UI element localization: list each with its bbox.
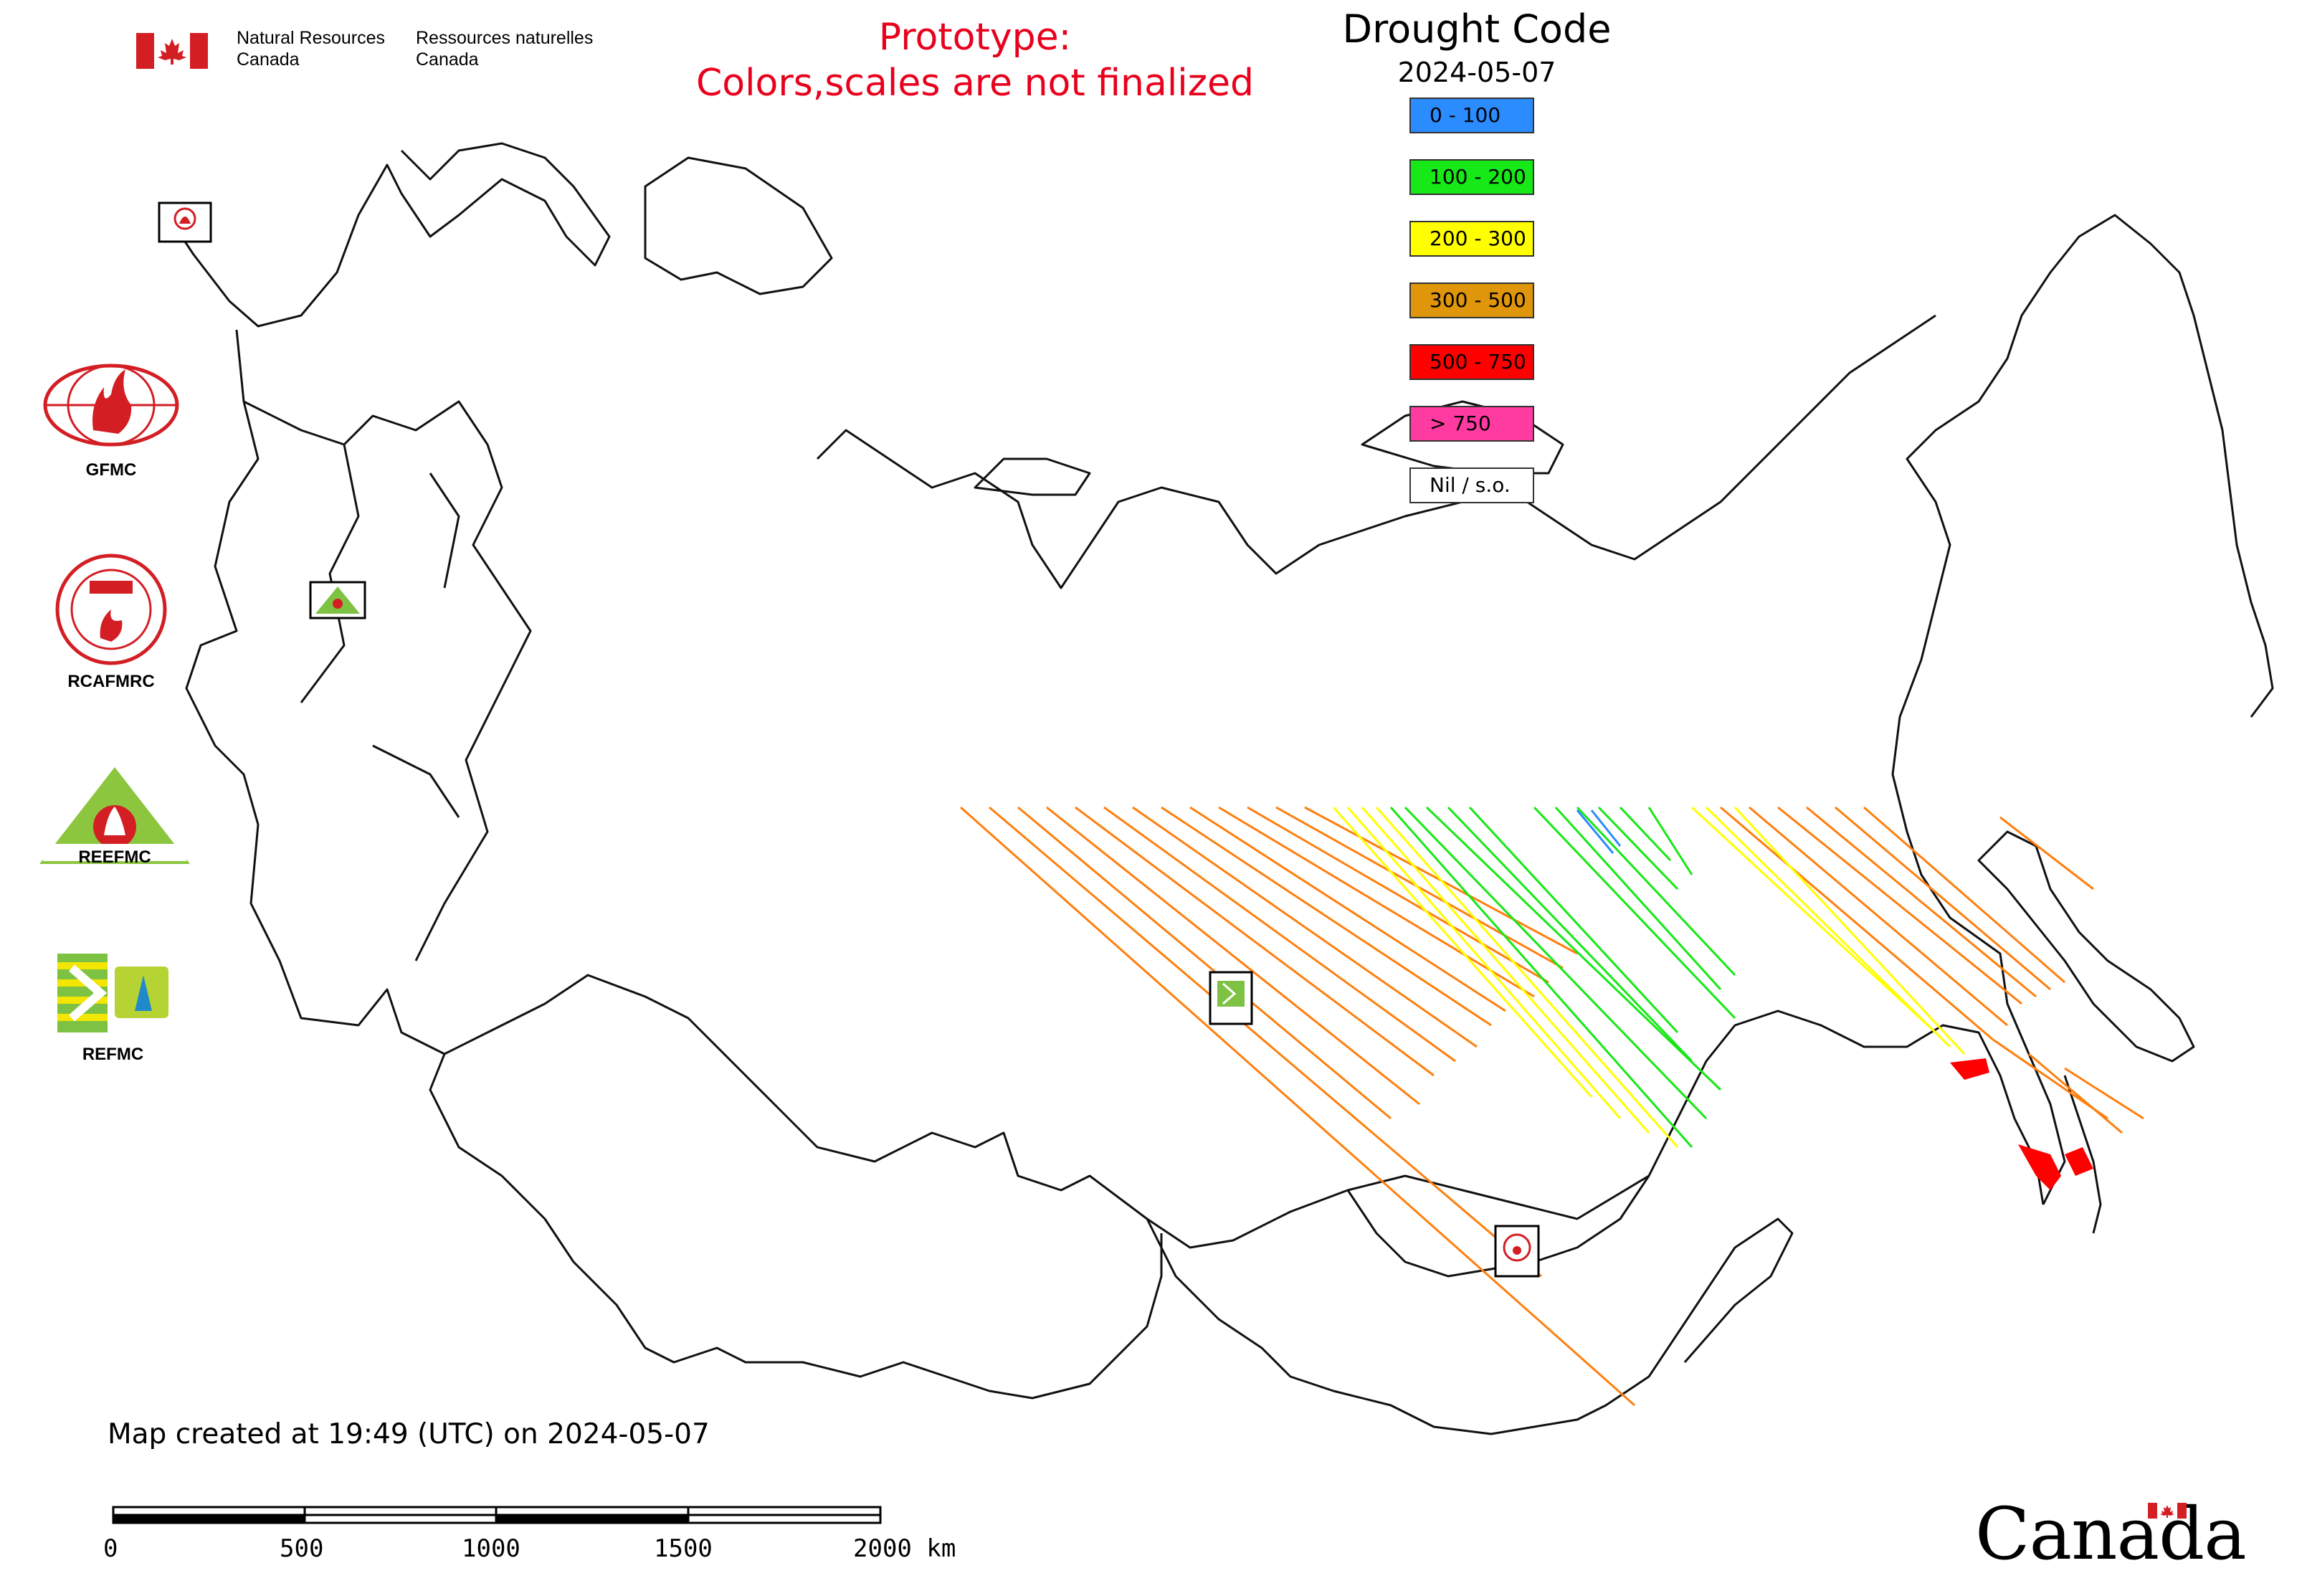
nrcan-signature: Natural Resources Canada Ressources natu…: [136, 27, 624, 77]
canada-flag-icon: [136, 33, 208, 69]
hotspot-3: [2065, 1147, 2093, 1176]
legend-item-500-750: 500 - 750: [1409, 344, 1534, 380]
rcafmrc-label: RCAFMRC: [67, 672, 155, 691]
kazakhstan-outline: [429, 1053, 1163, 1400]
rcafmrc-logo: RCAFMRC: [43, 552, 179, 692]
scandinavia-outline: [171, 142, 611, 328]
legend-item-100-200: 100 - 200: [1409, 159, 1534, 195]
hotspot-2: [2018, 1144, 2061, 1190]
reefmc-emblem-icon: [39, 767, 190, 864]
country-borders: [171, 142, 2274, 1435]
scale-bar: 0 500 1000 1500 2000 km: [103, 1502, 975, 1574]
scale-label-500: 500: [280, 1534, 324, 1563]
map-timestamp: Map created at 19:49 (UTC) on 2024-05-07: [108, 1418, 710, 1450]
refmc-logo: REFMC: [50, 946, 176, 1065]
legend-item-nil: Nil / s.o.: [1409, 467, 1534, 503]
novaya-zemlya: [974, 457, 1091, 496]
refmc-marker: [1209, 971, 1253, 1025]
reefmc-marker: [309, 581, 366, 619]
streak-yellow: [1332, 806, 1966, 1148]
far-east-coast: [1891, 214, 2274, 1205]
legend-item-over-750: > 750: [1409, 406, 1534, 442]
refmc-emblem-icon: [57, 954, 168, 1032]
mongolia-outline: [1346, 1175, 1650, 1278]
scale-label-1000: 1000: [462, 1534, 520, 1563]
org-name-fr: Ressources naturelles Canada: [416, 28, 594, 70]
center-markers: [158, 201, 1540, 1278]
gfmc-emblem-icon: [43, 364, 179, 447]
reefmc-label: REEFMC: [78, 847, 151, 867]
gfmc-marker: [158, 201, 212, 243]
legend-title: Drought Code: [1342, 6, 1612, 52]
rcafmrc-emblem-icon: [55, 554, 167, 665]
refmc-label: REFMC: [82, 1045, 144, 1064]
arctic-coast: [816, 314, 1936, 589]
legend-item-200-300: 200 - 300: [1409, 221, 1534, 257]
reefmc-logo: REEFMC: [36, 764, 194, 868]
legend-date: 2024-05-07: [1397, 57, 1556, 88]
kazakhstan-china-border: [1146, 1217, 1794, 1435]
kola-outline: [644, 156, 833, 295]
drought-code-streaks: [960, 806, 2144, 1407]
legend: Drought Code 2024-05-07 0 - 100 100 - 20…: [1276, 4, 1678, 529]
scale-label-0: 0: [103, 1534, 118, 1563]
prototype-line-2: Colors,scales are not finalized: [695, 62, 1255, 105]
canada-wordmark: Canada: [1975, 1492, 2247, 1576]
prototype-line-1: Prototype:: [878, 16, 1072, 59]
scale-bar-graphic: [112, 1506, 882, 1524]
sakhalin-outline: [2063, 1075, 2102, 1234]
prototype-notice: Prototype: Colors,scales are not finaliz…: [617, 14, 1333, 106]
org-name-en: Natural Resources Canada: [237, 28, 386, 70]
streak-blue: [1576, 809, 1622, 854]
scale-label-2000: 2000 km: [853, 1534, 956, 1563]
streak-green: [1389, 806, 1736, 1148]
europe-internal-borders: [243, 400, 532, 961]
hotspot-1: [1950, 1058, 1989, 1080]
rcafmrc-marker: [1494, 1225, 1540, 1278]
fire-hotspots: [1950, 1058, 2093, 1190]
europe-west-coast: [185, 329, 445, 1055]
legend-item-300-500: 300 - 500: [1409, 282, 1534, 318]
gfmc-logo: GFMC: [39, 362, 183, 480]
legend-item-0-100: 0 - 100: [1409, 98, 1534, 133]
russia-kazakhstan-border: [444, 974, 2045, 1249]
gfmc-label: GFMC: [85, 460, 137, 480]
scale-label-1500: 1500: [654, 1534, 713, 1563]
kamchatka-outline: [1977, 830, 2195, 1063]
wordmark-flag-icon: [2148, 1503, 2187, 1519]
